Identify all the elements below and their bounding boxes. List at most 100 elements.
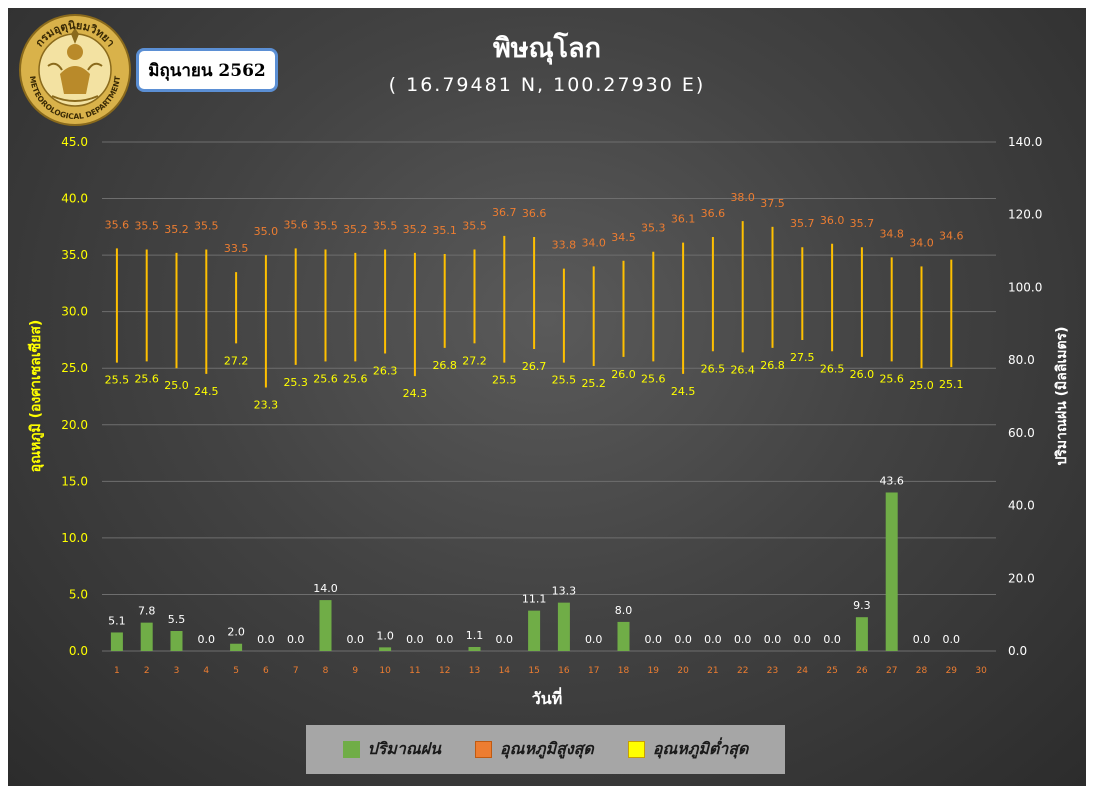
tmax-value-label: 37.5: [760, 197, 785, 210]
x-tick-label: 16: [558, 666, 570, 676]
rain-bar: [230, 643, 243, 651]
tmin-value-label: 23.3: [254, 398, 279, 411]
rain-value-label: 5.5: [168, 613, 186, 626]
rain-value-label: 0.0: [734, 633, 752, 646]
tmin-value-label: 25.5: [552, 374, 577, 387]
tmin-value-label: 26.0: [611, 368, 636, 381]
tmin-value-label: 26.0: [850, 368, 875, 381]
tmin-value-label: 25.5: [492, 374, 517, 387]
tmax-value-label: 34.6: [939, 230, 964, 243]
tmin-value-label: 25.6: [313, 372, 338, 385]
tmin-value-label: 26.5: [701, 362, 726, 375]
right-axis-title: ปริมาณฝน (มิลลิเมตร): [1054, 327, 1070, 466]
rain-value-label: 1.1: [466, 629, 484, 642]
left-tick-label: 20.0: [61, 418, 88, 432]
tmax-value-label: 35.7: [850, 217, 875, 230]
rain-value-label: 8.0: [615, 604, 633, 617]
tmin-value-label: 25.5: [105, 374, 130, 387]
rain-bar: [468, 647, 481, 651]
x-tick-label: 8: [323, 666, 329, 676]
chart-frame: [8, 8, 1086, 786]
left-axis-title: อุณหภูมิ (องศาเซลเซียส): [28, 320, 44, 473]
x-tick-label: 17: [588, 666, 599, 676]
x-tick-label: 19: [648, 666, 660, 676]
temperature-range-lines: [115, 221, 953, 388]
tmin-value-label: 25.6: [134, 372, 159, 385]
tmax-value-label: 35.5: [194, 219, 219, 232]
rain-bar: [617, 621, 630, 651]
rain-bar: [379, 647, 392, 651]
tmax-value-label: 35.0: [254, 225, 279, 238]
x-tick-label: 25: [826, 666, 837, 676]
left-tick-label: 25.0: [61, 361, 88, 375]
chart-title: พิษณุโลก: [492, 33, 602, 64]
x-tick-label: 5: [233, 666, 239, 676]
tmin-value-label: 24.5: [194, 385, 219, 398]
tmax-value-label: 36.6: [701, 207, 726, 220]
tmax-value-label: 36.7: [492, 206, 517, 219]
tmax-value-label: 34.8: [879, 227, 904, 240]
legend: ปริมาณฝน อุณหภูมิสูงสุด อุณหภูมิต่ำสุด: [306, 725, 785, 774]
rain-value-label: 2.0: [227, 626, 245, 639]
rain-bar: [170, 631, 183, 651]
right-tick-label: 60.0: [1008, 426, 1035, 440]
tmin-value-label: 24.3: [403, 387, 428, 400]
left-tick-label: 15.0: [61, 474, 88, 488]
tmax-value-label: 35.3: [641, 222, 666, 235]
rain-value-label: 0.0: [257, 633, 275, 646]
tmax-value-label: 35.5: [134, 219, 159, 232]
x-tick-label: 1: [114, 666, 120, 676]
tmax-value-label: 35.2: [164, 223, 189, 236]
legend-item-tmin: อุณหภูมิต่ำสุด: [627, 737, 749, 762]
tmin-value-label: 27.2: [462, 354, 487, 367]
x-tick-label: 10: [379, 666, 391, 676]
x-tick-label: 26: [856, 666, 868, 676]
tmax-value-label: 34.0: [909, 236, 934, 249]
month-label: มิถุนายน 2562: [148, 60, 266, 81]
x-tick-label: 14: [499, 666, 511, 676]
x-tick-label: 6: [263, 666, 269, 676]
tmax-value-label: 36.6: [522, 207, 547, 220]
tmin-value-label: 25.2: [581, 377, 606, 390]
tmax-value-label: 35.2: [403, 223, 428, 236]
left-tick-label: 0.0: [69, 644, 88, 658]
rain-bar: [140, 622, 153, 651]
tmin-value-label: 26.8: [432, 359, 457, 372]
x-tick-label: 12: [439, 666, 450, 676]
x-tick-label: 7: [293, 666, 299, 676]
x-tick-label: 15: [528, 666, 539, 676]
rain-value-label: 43.6: [879, 474, 904, 487]
x-tick-label: 4: [203, 666, 209, 676]
rain-bar: [528, 610, 541, 651]
tmin-value-label: 24.5: [671, 385, 696, 398]
tmin-value-label: 25.6: [641, 372, 666, 385]
legend-swatch-rain: [342, 741, 360, 758]
tmin-value-label: 25.0: [164, 379, 189, 392]
tmin-value-label: 25.1: [939, 378, 964, 391]
rain-value-label: 0.0: [287, 633, 305, 646]
tmax-value-label: 34.5: [611, 231, 636, 244]
tmin-value-label: 26.8: [760, 359, 785, 372]
x-tick-label: 30: [975, 666, 987, 676]
legend-label-rain: ปริมาณฝน: [367, 739, 441, 758]
tmax-value-label: 35.5: [462, 219, 487, 232]
tmin-value-label: 26.5: [820, 362, 845, 375]
rain-bar: [319, 600, 332, 651]
legend-label-tmin: อุณหภูมิต่ำสุด: [652, 739, 749, 758]
tmin-value-label: 25.6: [343, 372, 368, 385]
right-tick-label: 20.0: [1008, 571, 1035, 585]
tmin-value-label: 27.2: [224, 354, 249, 367]
rain-value-label: 11.1: [522, 593, 547, 606]
rain-value-label: 0.0: [436, 633, 454, 646]
rain-value-label: 0.0: [585, 633, 603, 646]
x-tick-label: 2: [144, 666, 150, 676]
tmax-value-label: 35.5: [373, 219, 398, 232]
tmax-value-label: 33.5: [224, 242, 249, 255]
right-tick-label: 0.0: [1008, 644, 1027, 658]
tmin-value-label: 26.7: [522, 360, 547, 373]
grid-lines: [102, 141, 996, 652]
x-tick-label: 22: [737, 666, 748, 676]
tmax-value-label: 36.1: [671, 213, 696, 226]
month-badge: มิถุนายน 2562: [136, 48, 278, 92]
x-tick-label: 24: [797, 666, 809, 676]
